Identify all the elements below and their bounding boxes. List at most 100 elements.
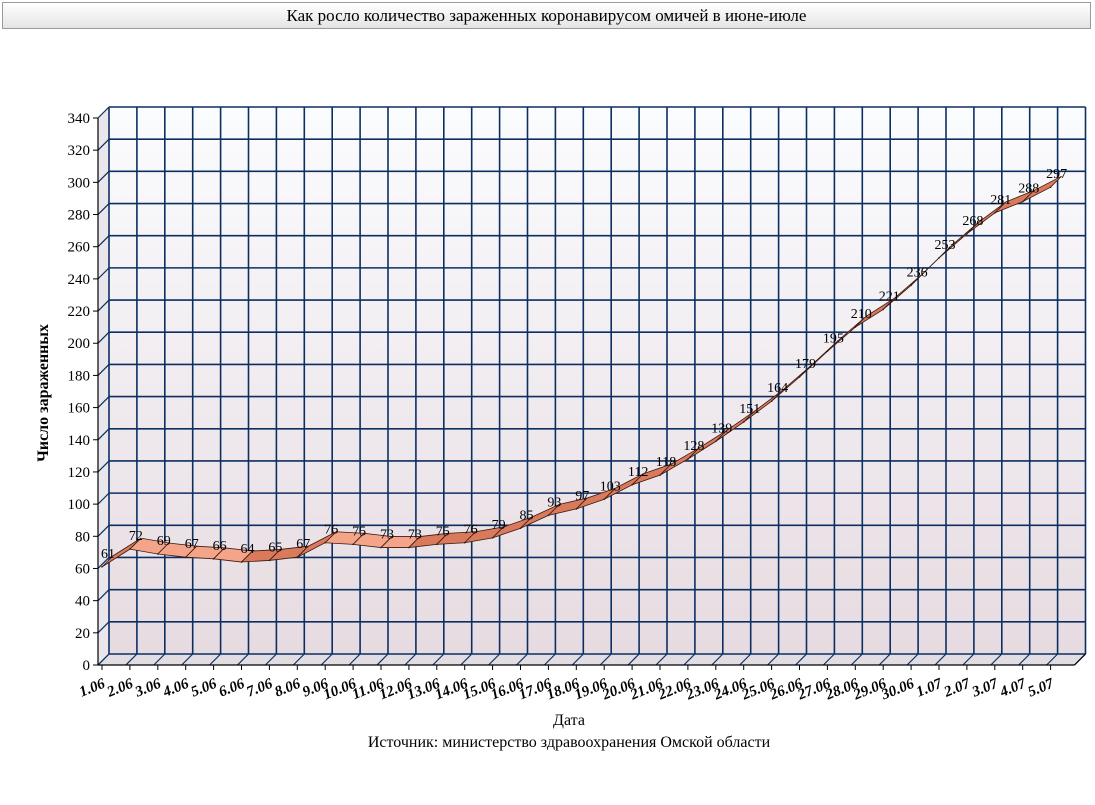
side-grid-line [97, 396, 110, 409]
floor-grid-line [488, 653, 501, 666]
floor-grid-line [962, 653, 975, 666]
data-label: 64 [241, 542, 255, 557]
floor-grid-line [320, 653, 333, 666]
side-grid-line [97, 106, 110, 119]
y-tick-label: 120 [68, 465, 91, 481]
data-label: 75 [352, 524, 366, 539]
data-label: 97 [575, 489, 589, 504]
y-tick-label: 240 [68, 272, 91, 288]
y-tick-label: 40 [75, 594, 90, 610]
floor-grid-line [655, 653, 668, 666]
data-point [994, 212, 996, 214]
floor-grid-line [292, 653, 305, 666]
data-point [212, 558, 215, 560]
data-point [129, 548, 131, 550]
plot-back-wall [98, 107, 1086, 665]
data-point [491, 537, 494, 539]
x-tick-label: 4.07 [997, 676, 1029, 701]
floor-grid-line [181, 653, 194, 666]
y-tick-label: 100 [68, 497, 91, 513]
y-tick-label: 20 [75, 626, 90, 642]
data-point [659, 474, 661, 476]
side-grid-line [97, 267, 110, 280]
side-grid-line [97, 589, 110, 602]
data-label: 79 [492, 518, 506, 533]
side-grid-line [97, 460, 110, 473]
y-tick-label: 180 [68, 368, 91, 384]
data-point [240, 561, 243, 563]
floor-right-edge [1074, 653, 1086, 666]
x-tick-label: 6.06 [217, 676, 248, 701]
x-axis-ticks: 1.062.063.064.065.066.067.068.069.0610.0… [77, 665, 1057, 704]
y-tick-label: 200 [68, 336, 91, 352]
x-tick-label: 1.06 [77, 676, 108, 701]
data-point [547, 514, 550, 517]
data-label: 67 [296, 537, 310, 552]
data-label: 75 [436, 524, 450, 539]
x-tick-label: 1.07 [914, 676, 945, 701]
x-tick-label: 5.07 [1026, 676, 1057, 701]
x-tick-label: 4.06 [160, 676, 192, 701]
data-label: 73 [408, 528, 422, 543]
side-grid-line [97, 492, 110, 505]
data-label: 61 [101, 547, 115, 562]
data-label: 221 [879, 289, 900, 304]
floor-grid-line [516, 653, 528, 666]
source-note: Источник: министерство здравоохранения О… [368, 734, 771, 751]
data-labels: 61 72 69 67 66 64 65 67 76 75 73 73 75 76 79 85 93 97 103 1… [101, 167, 1067, 562]
x-axis-label: Дата [553, 712, 585, 729]
data-point [798, 376, 801, 378]
data-label: 118 [656, 455, 676, 470]
floor [98, 654, 1086, 665]
data-point [687, 458, 689, 460]
side-grid-line [97, 524, 110, 537]
side-grid-line [97, 428, 110, 441]
y-axis-ticks: 0 20 40 60 80 100 120 140 160 180 200 220 240 260 280 3… [68, 111, 98, 674]
floor-grid-line [1046, 653, 1059, 666]
data-label: 112 [628, 465, 648, 480]
floor-grid-line [850, 653, 863, 666]
floor-grid-line [767, 653, 780, 666]
data-ribbon [101, 175, 1062, 568]
data-label: 76 [464, 523, 478, 538]
chart-title: Как росло количество зараженных коронави… [2, 2, 1091, 29]
data-label: 73 [380, 528, 394, 543]
data-point [575, 508, 578, 510]
data-label: 253 [935, 238, 956, 253]
data-point [938, 257, 940, 259]
data-point [770, 400, 773, 402]
x-tick-label: 2.07 [941, 676, 973, 701]
data-label: 76 [324, 523, 338, 538]
data-label: 128 [683, 439, 704, 454]
floor-grid-line [97, 653, 110, 666]
data-label: 67 [185, 537, 199, 552]
data-label: 164 [767, 381, 788, 396]
y-tick-label: 340 [68, 111, 91, 127]
floor-grid-line [878, 653, 891, 666]
data-label: 195 [823, 331, 844, 346]
x-tick-label: 7.06 [245, 676, 276, 701]
data-point [324, 541, 327, 544]
data-point [910, 284, 912, 287]
y-tick-label: 300 [68, 175, 91, 191]
floor-grid-line [432, 653, 445, 666]
floor-grid-line [571, 653, 584, 666]
x-tick-label: 3.07 [969, 676, 1001, 701]
y-tick-label: 280 [68, 208, 91, 224]
ribbon-segment [1022, 175, 1062, 203]
data-label: 65 [268, 540, 282, 555]
floor-grid-line [627, 653, 640, 666]
data-point [966, 233, 968, 235]
data-label: 151 [739, 402, 760, 417]
side-grid-line [97, 621, 110, 634]
side-grid-line [97, 363, 110, 376]
data-point [742, 421, 745, 423]
floor-grid-line [348, 653, 361, 666]
data-label: 210 [851, 307, 872, 322]
floor-grid-line [934, 653, 947, 666]
data-point [101, 566, 103, 568]
floor-grid-line [1018, 653, 1031, 666]
data-label: 236 [907, 265, 928, 280]
side-grid-line [97, 299, 110, 312]
